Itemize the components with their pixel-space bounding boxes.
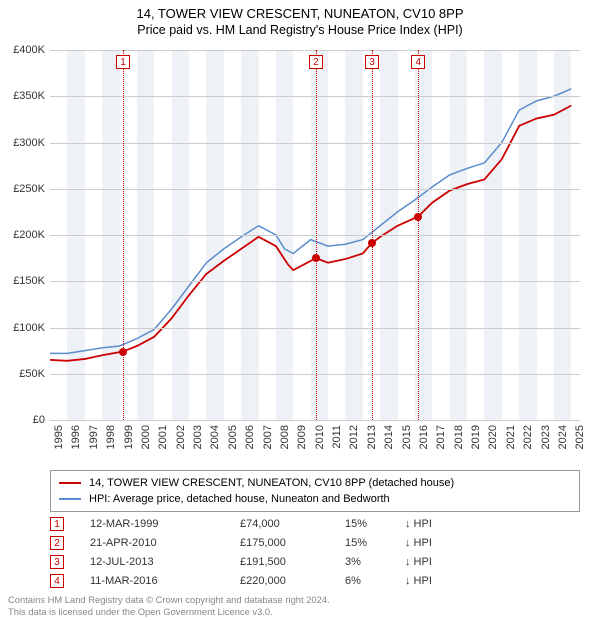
- event-line: [123, 50, 124, 420]
- event-row-marker: 3: [50, 555, 64, 569]
- x-axis-label: 1999: [123, 425, 135, 449]
- x-axis-label: 2000: [140, 425, 152, 449]
- x-axis-label: 1996: [70, 425, 82, 449]
- legend-swatch: [59, 482, 81, 484]
- event-delta: 6%: [345, 575, 405, 587]
- event-row: 4 11-MAR-2016£220,0006%↓ HPI: [50, 571, 432, 590]
- x-axis-label: 2022: [522, 425, 534, 449]
- y-axis-label: £0: [33, 414, 45, 426]
- event-row-marker: 1: [50, 517, 64, 531]
- y-gridline: [50, 420, 580, 421]
- y-axis-label: £150K: [13, 275, 45, 287]
- x-axis-label: 2018: [453, 425, 465, 449]
- event-marker: 4: [411, 55, 425, 69]
- sale-point: [119, 348, 127, 356]
- y-axis-label: £400K: [13, 44, 45, 56]
- legend-swatch: [59, 498, 81, 500]
- x-axis-label: 1995: [53, 425, 65, 449]
- footer-attribution: Contains HM Land Registry data © Crown c…: [8, 594, 330, 618]
- x-axis-label: 2007: [262, 425, 274, 449]
- x-axis-label: 2016: [418, 425, 430, 449]
- event-row: 1 12-MAR-1999£74,00015%↓ HPI: [50, 514, 432, 533]
- event-date: 21-APR-2010: [90, 537, 240, 549]
- x-axis-label: 2013: [366, 425, 378, 449]
- footer-line2: This data is licensed under the Open Gov…: [8, 606, 330, 618]
- event-direction: ↓ HPI: [405, 575, 432, 587]
- x-axis-label: 2020: [487, 425, 499, 449]
- event-direction: ↓ HPI: [405, 537, 432, 549]
- event-marker: 2: [309, 55, 323, 69]
- x-axis-label: 2012: [348, 425, 360, 449]
- event-price: £191,500: [240, 556, 345, 568]
- x-axis-label: 2006: [244, 425, 256, 449]
- event-delta: 15%: [345, 518, 405, 530]
- legend-item: 14, TOWER VIEW CRESCENT, NUNEATON, CV10 …: [59, 475, 571, 491]
- legend-item: HPI: Average price, detached house, Nune…: [59, 491, 571, 507]
- y-axis-label: £50K: [19, 368, 45, 380]
- x-axis-label: 2001: [157, 425, 169, 449]
- event-row: 2 21-APR-2010£175,00015%↓ HPI: [50, 533, 432, 552]
- y-axis-label: £350K: [13, 90, 45, 102]
- x-axis-label: 2024: [557, 425, 569, 449]
- footer-line1: Contains HM Land Registry data © Crown c…: [8, 594, 330, 606]
- event-price: £175,000: [240, 537, 345, 549]
- sale-point: [414, 213, 422, 221]
- x-axis-label: 2015: [401, 425, 413, 449]
- events-table: 112-MAR-1999£74,00015%↓ HPI221-APR-2010£…: [50, 514, 432, 590]
- x-axis-label: 1997: [88, 425, 100, 449]
- legend-label: HPI: Average price, detached house, Nune…: [89, 491, 390, 507]
- legend-box: 14, TOWER VIEW CRESCENT, NUNEATON, CV10 …: [50, 470, 580, 512]
- y-axis-label: £200K: [13, 229, 45, 241]
- x-axis-label: 2019: [470, 425, 482, 449]
- x-axis-label: 2008: [279, 425, 291, 449]
- chart-plot-area: £0£50K£100K£150K£200K£250K£300K£350K£400…: [50, 50, 580, 420]
- event-row: 3 12-JUL-2013£191,5003%↓ HPI: [50, 552, 432, 571]
- sale-point: [312, 254, 320, 262]
- event-date: 12-JUL-2013: [90, 556, 240, 568]
- y-axis-label: £100K: [13, 322, 45, 334]
- event-price: £220,000: [240, 575, 345, 587]
- title-line2: Price paid vs. HM Land Registry's House …: [0, 23, 600, 37]
- event-marker: 1: [116, 55, 130, 69]
- title-line1: 14, TOWER VIEW CRESCENT, NUNEATON, CV10 …: [0, 6, 600, 21]
- series-hpi: [50, 89, 571, 354]
- y-axis-label: £250K: [13, 183, 45, 195]
- x-axis-label: 2011: [331, 425, 343, 449]
- x-axis-label: 2023: [540, 425, 552, 449]
- x-axis-label: 2021: [505, 425, 517, 449]
- series-property: [50, 106, 571, 361]
- x-axis-label: 2014: [383, 425, 395, 449]
- chart-title: 14, TOWER VIEW CRESCENT, NUNEATON, CV10 …: [0, 0, 600, 37]
- event-date: 11-MAR-2016: [90, 575, 240, 587]
- x-axis-label: 2004: [209, 425, 221, 449]
- event-delta: 3%: [345, 556, 405, 568]
- event-price: £74,000: [240, 518, 345, 530]
- sale-point: [368, 239, 376, 247]
- event-row-marker: 2: [50, 536, 64, 550]
- event-direction: ↓ HPI: [405, 518, 432, 530]
- event-marker: 3: [365, 55, 379, 69]
- event-direction: ↓ HPI: [405, 556, 432, 568]
- x-axis-label: 2005: [227, 425, 239, 449]
- event-line: [418, 50, 419, 420]
- event-row-marker: 4: [50, 574, 64, 588]
- event-line: [316, 50, 317, 420]
- x-axis-label: 2025: [574, 425, 586, 449]
- x-axis-label: 2002: [175, 425, 187, 449]
- y-axis-label: £300K: [13, 137, 45, 149]
- legend-label: 14, TOWER VIEW CRESCENT, NUNEATON, CV10 …: [89, 475, 454, 491]
- event-line: [372, 50, 373, 420]
- x-axis-label: 2010: [314, 425, 326, 449]
- x-axis-label: 2017: [435, 425, 447, 449]
- x-axis-label: 2009: [296, 425, 308, 449]
- x-axis-label: 1998: [105, 425, 117, 449]
- event-delta: 15%: [345, 537, 405, 549]
- event-date: 12-MAR-1999: [90, 518, 240, 530]
- x-axis-label: 2003: [192, 425, 204, 449]
